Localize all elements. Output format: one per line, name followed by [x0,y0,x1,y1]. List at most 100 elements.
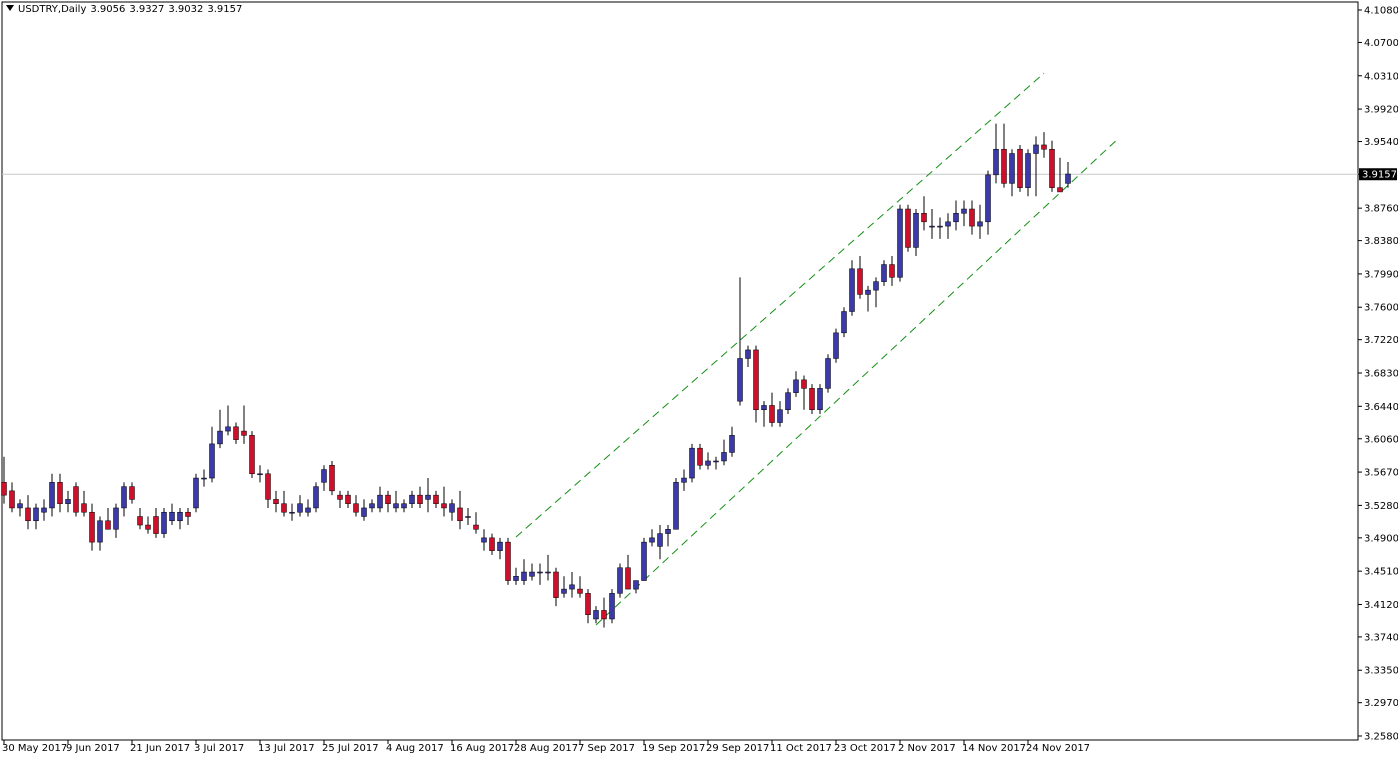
candle-body-bull [841,311,847,334]
y-tick-label: 3.8760 [1364,204,1398,215]
candle-body-bull [17,503,23,509]
candle [281,490,287,517]
candle-body-bear [57,482,63,504]
candle [929,209,935,239]
candle [553,567,559,607]
candle-body-bull [361,507,367,517]
candle [17,499,23,517]
candle-body-bull [681,477,687,483]
candle-body-bull [217,430,223,445]
candle [33,503,39,530]
candle-body-bear [281,503,287,513]
candle-body-bear [265,473,271,500]
candle [81,490,87,517]
candle [681,469,687,491]
candle-body-bull [377,494,383,509]
candle [577,576,583,598]
x-tick-label: 24 Nov 2017 [1026,743,1090,754]
candle [433,490,439,508]
high-value: 3.9327 [129,4,165,15]
candle-body-bull [169,511,175,522]
candle [249,431,255,479]
candle [473,512,479,534]
candle-body-bull [545,571,551,574]
candle [753,345,759,423]
y-tick-label: 3.7990 [1364,269,1398,280]
candle-body-bull [297,503,303,513]
x-tick-label: 13 Jul 2017 [258,743,315,754]
candle-body-bull [369,503,375,509]
dropdown-triangle-icon[interactable] [6,5,14,11]
y-tick-label: 3.7220 [1364,335,1398,346]
candle-body-bull [777,409,783,423]
candle [209,426,215,483]
candle-body-bull [33,507,39,522]
x-tick-label: 16 Aug 2017 [450,743,514,754]
candle [873,277,879,308]
y-tick-label: 3.7600 [1364,303,1398,314]
y-tick-label: 3.3350 [1364,666,1398,677]
candle-body-bull [633,580,639,590]
candle [793,371,799,397]
candle-body-bull [481,537,487,543]
price-axis: 4.1080 4.0700 4.0310 3.9920 3.9540 3.8760 3.83… [1358,6,1398,743]
candle [497,537,503,560]
candle-body-bull [225,426,231,432]
candle [593,606,599,624]
candle-body-bear [1017,148,1023,188]
candle-body-bull [729,435,735,453]
candle [481,529,487,551]
candle-body-bear [625,567,631,590]
candle-body-bear [417,494,423,504]
candle-body-bull [937,225,943,228]
candle-body-bear [9,490,15,509]
candle-body-bear [105,520,111,530]
candle [113,503,119,538]
candle [713,456,719,470]
candle-body-bull [593,610,599,620]
candle-body-bull [673,482,679,530]
chart-header: USDTRY,Daily 3.9056 3.9327 3.9032 3.9157 [6,4,246,15]
current-price-tag: 3.9157 [1359,168,1397,181]
candle-body-bull [849,268,855,312]
candle [617,563,623,598]
candle-body-bull [705,460,711,466]
y-tick-label: 3.5670 [1364,468,1398,479]
candle-body-bull [993,148,999,176]
candle-body-bull [977,221,983,227]
candle-body-bull [641,541,647,581]
candle-body-bull [537,571,543,574]
x-tick-label: 7 Sep 2017 [578,743,635,754]
candle [649,529,655,547]
candle-body-bull [41,507,47,513]
candle-body-bull [833,332,839,359]
candle [505,537,511,585]
candle [913,209,919,256]
candle-body-bear [241,430,247,436]
y-tick-label: 3.4120 [1364,600,1398,611]
candle-body-bear [1001,148,1007,184]
candle [465,507,471,526]
candle-body-bull [873,281,879,291]
y-tick-label: 3.6830 [1364,369,1398,380]
candle [129,482,135,504]
candle [801,375,807,410]
candle [977,204,983,239]
candle [737,277,743,406]
candle [1017,144,1023,192]
candle-body-bear [753,349,759,410]
candle-body-bear [1049,148,1055,188]
candle-body-bear [129,486,135,500]
candle [985,170,991,235]
candle-body-bull [289,511,295,514]
candle-body-bear [1,482,7,496]
current-price-label: 3.9157 [1362,170,1397,181]
candles-layer [1,123,1071,628]
candle-body-bear [553,571,559,598]
low-value: 3.9032 [168,4,204,15]
candle [969,200,975,235]
candle-body-bear [145,524,151,530]
candle [745,345,751,368]
candle-body-bull [881,264,887,282]
